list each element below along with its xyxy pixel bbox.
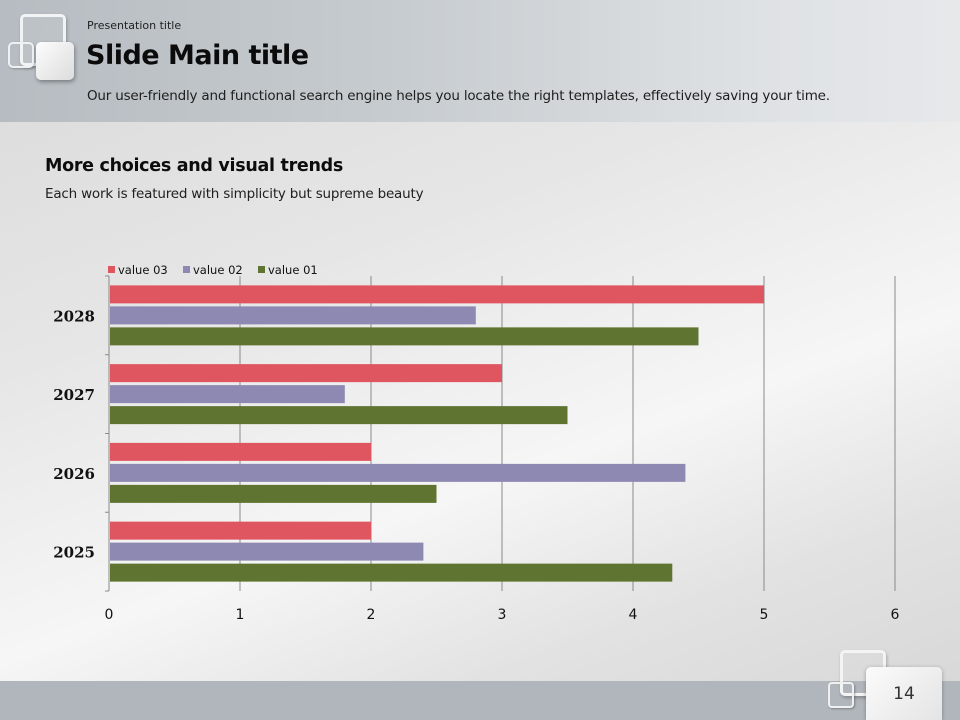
x-tick-label: 1 xyxy=(236,607,245,623)
legend-swatch xyxy=(108,266,115,273)
x-tick-label: 6 xyxy=(891,607,900,623)
bar-value-02-2027 xyxy=(110,385,345,404)
bar-value-02-2026 xyxy=(110,463,686,482)
bar-value-02-2028 xyxy=(110,306,476,325)
section-title: More choices and visual trends xyxy=(45,156,343,176)
x-tick-label: 3 xyxy=(498,607,507,623)
legend-label: value 03 xyxy=(118,263,168,277)
legend-swatch xyxy=(183,266,190,273)
bar-value-03-2026 xyxy=(110,442,371,461)
legend-swatch xyxy=(258,266,265,273)
slide-header: Presentation title Slide Main title Our … xyxy=(0,0,960,122)
bar-chart: 0 1 2 3 4 5 6 2028 2027 2026 2025 value 03 value 02… xyxy=(53,263,900,623)
bar-value-01-2027 xyxy=(110,406,568,425)
legend-label: value 01 xyxy=(268,263,318,277)
bar-value-01-2025 xyxy=(110,563,673,582)
category-label: 2028 xyxy=(53,307,95,325)
bar-value-03-2025 xyxy=(110,521,371,540)
squares-logo-icon xyxy=(6,12,78,84)
bar-value-03-2028 xyxy=(110,285,764,304)
bar-value-01-2028 xyxy=(110,327,699,346)
presentation-title: Presentation title xyxy=(87,19,182,32)
x-tick-label: 0 xyxy=(105,607,114,623)
x-tick-label: 2 xyxy=(367,607,376,623)
page-number: 14 xyxy=(893,684,915,704)
category-label: 2026 xyxy=(53,465,95,483)
slide-main-title: Slide Main title xyxy=(86,40,309,71)
category-label: 2027 xyxy=(53,386,95,404)
bar-value-03-2027 xyxy=(110,364,502,383)
x-tick-label: 4 xyxy=(629,607,638,623)
bar-value-02-2025 xyxy=(110,542,424,561)
slide-footer xyxy=(0,681,960,720)
x-tick-label: 5 xyxy=(760,607,769,623)
section-subtitle: Each work is featured with simplicity bu… xyxy=(45,186,424,202)
slide-subtitle: Our user-friendly and functional search … xyxy=(87,88,830,104)
bar-value-01-2026 xyxy=(110,484,437,503)
page-number-box: 14 xyxy=(866,667,942,720)
category-label: 2025 xyxy=(53,544,95,562)
legend-label: value 02 xyxy=(193,263,243,277)
